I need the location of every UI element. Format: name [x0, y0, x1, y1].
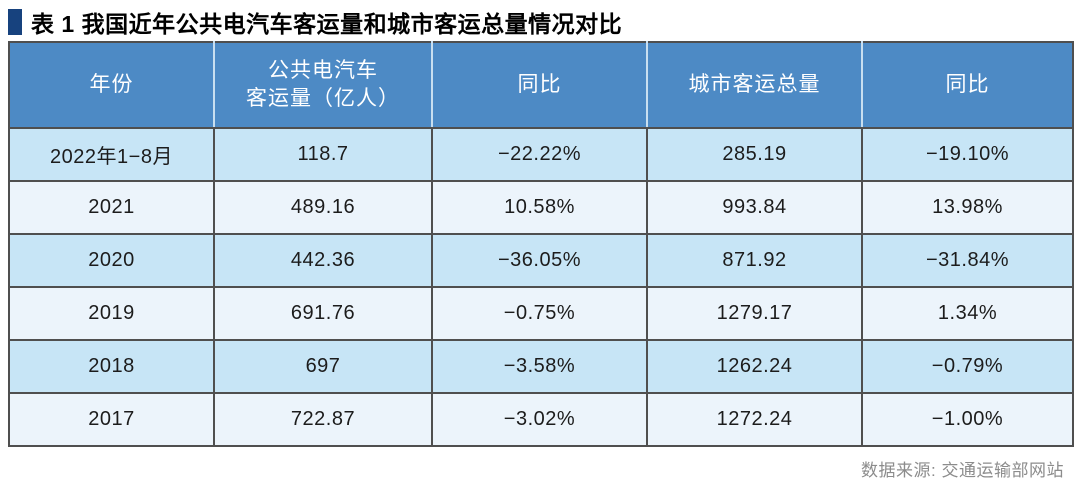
- table-row: 2021 489.16 10.58% 993.84 13.98%: [8, 180, 1074, 235]
- cell-city-total: 1272.24: [646, 392, 863, 447]
- cell-city-yoy: 13.98%: [861, 180, 1074, 235]
- cell-city-total: 285.19: [646, 127, 863, 182]
- cell-city-total: 871.92: [646, 233, 863, 288]
- table-row: 2022年1−8月 118.7 −22.22% 285.19 −19.10%: [8, 127, 1074, 182]
- table-row: 2019 691.76 −0.75% 1279.17 1.34%: [8, 286, 1074, 341]
- data-table: 年份 公共电汽车 客运量（亿人） 同比 城市客运总量 同比 2022年1−8月 …: [8, 41, 1074, 447]
- header-city-total: 城市客运总量: [646, 42, 862, 129]
- cell-bus-yoy: −3.58%: [431, 339, 648, 394]
- table-row: 2017 722.87 −3.02% 1272.24 −1.00%: [8, 392, 1074, 447]
- cell-year: 2017: [8, 392, 215, 447]
- cell-city-total: 993.84: [646, 180, 863, 235]
- cell-city-yoy: 1.34%: [861, 286, 1074, 341]
- cell-bus-yoy: −22.22%: [431, 127, 648, 182]
- cell-bus-yoy: −0.75%: [431, 286, 648, 341]
- cell-bus-volume: 489.16: [213, 180, 433, 235]
- header-bus-volume: 公共电汽车 客运量（亿人）: [213, 42, 432, 129]
- title-bullet-icon: [8, 8, 22, 35]
- cell-bus-volume: 442.36: [213, 233, 433, 288]
- cell-bus-volume: 722.87: [213, 392, 433, 447]
- cell-year: 2022年1−8月: [8, 127, 215, 182]
- cell-city-total: 1279.17: [646, 286, 863, 341]
- cell-bus-yoy: −36.05%: [431, 233, 648, 288]
- cell-bus-yoy: 10.58%: [431, 180, 648, 235]
- cell-city-total: 1262.24: [646, 339, 863, 394]
- cell-bus-yoy: −3.02%: [431, 392, 648, 447]
- table-row: 2018 697 −3.58% 1262.24 −0.79%: [8, 339, 1074, 394]
- data-source: 数据来源: 交通运输部网站: [861, 461, 1064, 480]
- header-year: 年份: [9, 42, 214, 129]
- cell-city-yoy: −31.84%: [861, 233, 1074, 288]
- cell-bus-volume: 697: [213, 339, 433, 394]
- table-row: 2020 442.36 −36.05% 871.92 −31.84%: [8, 233, 1074, 288]
- figure-table-1: 表 1 我国近年公共电汽车客运量和城市客运总量情况对比 年份 公共电汽车 客运量…: [8, 5, 1074, 480]
- cell-year: 2018: [8, 339, 215, 394]
- cell-city-yoy: −19.10%: [861, 127, 1074, 182]
- cell-year: 2020: [8, 233, 215, 288]
- header-bus-yoy: 同比: [431, 42, 647, 129]
- header-city-yoy: 同比: [861, 42, 1073, 129]
- cell-bus-volume: 118.7: [213, 127, 433, 182]
- header-row: 年份 公共电汽车 客运量（亿人） 同比 城市客运总量 同比: [9, 42, 1073, 129]
- cell-city-yoy: −0.79%: [861, 339, 1074, 394]
- cell-bus-volume: 691.76: [213, 286, 433, 341]
- cell-city-yoy: −1.00%: [861, 392, 1074, 447]
- table-title: 表 1 我国近年公共电汽车客运量和城市客运总量情况对比: [8, 5, 1072, 38]
- table-title-text: 表 1 我国近年公共电汽车客运量和城市客运总量情况对比: [31, 10, 623, 37]
- cell-year: 2021: [8, 180, 215, 235]
- cell-year: 2019: [8, 286, 215, 341]
